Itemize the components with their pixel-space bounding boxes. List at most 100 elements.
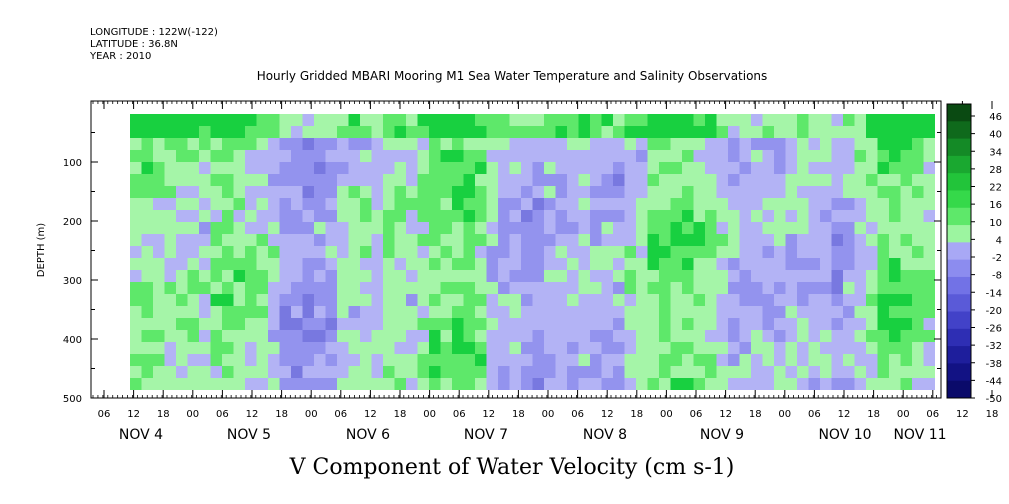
contour-cell [256, 150, 269, 163]
contour-cell [279, 282, 292, 295]
contour-cell [889, 378, 902, 390]
contour-cell [153, 294, 166, 307]
contour-cell [475, 282, 488, 295]
contour-cell [233, 126, 246, 139]
contour-cell [762, 366, 775, 379]
contour-cell [314, 294, 327, 307]
contour-cell [866, 294, 879, 307]
contour-cell [820, 162, 833, 175]
contour-cell [578, 366, 591, 379]
contour-cell [877, 282, 890, 295]
contour-cell [521, 198, 534, 211]
contour-cell [245, 366, 258, 379]
contour-cell [176, 318, 189, 331]
contour-cell [153, 378, 166, 390]
contour-cell [371, 318, 384, 331]
contour-cell [728, 126, 741, 139]
contour-cell [417, 114, 430, 127]
contour-cell [245, 174, 258, 187]
contour-cell [739, 258, 752, 271]
contour-cell [762, 330, 775, 343]
contour-cell [716, 186, 729, 199]
contour-cell [854, 138, 867, 151]
contour-cell [555, 162, 568, 175]
contour-cell [383, 306, 396, 319]
contour-cell [141, 282, 154, 295]
contour-cell [613, 114, 626, 127]
contour-cell [854, 366, 867, 379]
contour-cell [624, 294, 637, 307]
contour-cell [705, 330, 718, 343]
contour-cell [820, 306, 833, 319]
contour-cell [302, 330, 315, 343]
contour-cell [613, 174, 626, 187]
contour-cell [452, 114, 465, 127]
contour-cell [601, 378, 614, 390]
contour-cell [498, 186, 511, 199]
contour-cell [843, 210, 856, 223]
contour-cell [705, 162, 718, 175]
contour-cell [233, 138, 246, 151]
hour-tick-label: 18 [157, 409, 170, 420]
contour-cell [808, 366, 821, 379]
contour-cell [797, 258, 810, 271]
contour-cell [647, 330, 660, 343]
contour-cell [659, 330, 672, 343]
contour-cell [670, 162, 683, 175]
contour-cell [624, 210, 637, 223]
contour-cell [486, 150, 499, 163]
contour-cell [302, 186, 315, 199]
contour-cell [613, 258, 626, 271]
contour-cell [406, 234, 419, 247]
contour-cell [440, 234, 453, 247]
contour-cell [647, 318, 660, 331]
contour-cell [544, 354, 557, 367]
contour-cell [256, 174, 269, 187]
contour-cell [843, 378, 856, 390]
contour-cell [820, 186, 833, 199]
contour-cell [751, 198, 764, 211]
contour-cell [394, 378, 407, 390]
contour-cell [808, 282, 821, 295]
contour-cell [498, 174, 511, 187]
contour-cell [820, 318, 833, 331]
contour-cell [463, 258, 476, 271]
contour-cell [521, 318, 534, 331]
contour-cell [245, 378, 258, 390]
contour-cell [659, 186, 672, 199]
contour-cell [302, 210, 315, 223]
contour-cell [521, 354, 534, 367]
contour-cell [613, 150, 626, 163]
contour-cell [475, 114, 488, 127]
contour-cell [739, 378, 752, 390]
contour-cell [555, 306, 568, 319]
contour-cell [176, 246, 189, 259]
contour-cell [659, 306, 672, 319]
contour-cell [797, 366, 810, 379]
contour-cell [337, 366, 350, 379]
contour-cell [590, 222, 603, 235]
contour-cell [889, 246, 902, 259]
contour-cell [900, 114, 913, 127]
contour-cell [624, 282, 637, 295]
hour-tick-label: 00 [897, 409, 910, 420]
contour-cell [739, 138, 752, 151]
contour-cell [843, 270, 856, 283]
contour-cell [245, 342, 258, 355]
contour-cell [337, 294, 350, 307]
contour-cell [302, 162, 315, 175]
contour-cell [544, 234, 557, 247]
contour-cell [647, 114, 660, 127]
contour-cell [578, 354, 591, 367]
contour-cell [417, 222, 430, 235]
contour-cell [774, 174, 787, 187]
contour-cell [371, 198, 384, 211]
contour-cell [130, 162, 143, 175]
contour-cell [302, 234, 315, 247]
contour-cell [613, 234, 626, 247]
contour-cell [371, 126, 384, 139]
hour-tick-label: 12 [956, 409, 969, 420]
contour-cell [590, 366, 603, 379]
contour-cell [256, 258, 269, 271]
contour-cell [233, 246, 246, 259]
